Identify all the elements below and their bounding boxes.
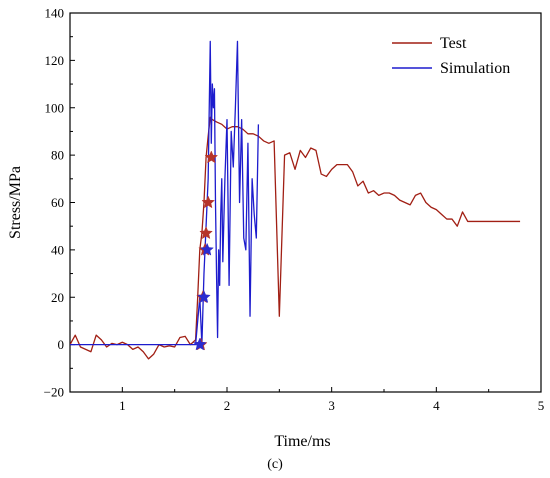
- star-marker-simulation: [192, 337, 207, 351]
- figure-caption: (c): [267, 457, 283, 472]
- y-axis-title: Stress/MPa: [7, 166, 24, 239]
- legend-label-test: Test: [440, 35, 467, 52]
- y-tick-label: 20: [51, 290, 64, 305]
- x-tick-label: 5: [538, 398, 545, 413]
- y-tick-label: 100: [45, 100, 65, 115]
- star-marker-simulation: [197, 290, 211, 304]
- star-marker-test: [199, 226, 213, 240]
- x-axis-title: Time/ms: [274, 433, 330, 450]
- axes: 1 2 3 4 5 −20 0 20 40 60 80 100 120 140: [44, 6, 545, 414]
- y-tick-label: −20: [44, 385, 64, 400]
- star-marker-test: [204, 150, 219, 164]
- x-tick-label: 2: [224, 398, 231, 413]
- series-layer: [70, 40, 521, 360]
- series-line-test: [70, 116, 521, 360]
- y-tick-label: 140: [45, 6, 65, 21]
- series-line-simulation: [70, 40, 260, 346]
- y-tick-label: 120: [45, 53, 65, 68]
- y-tick-label: 40: [51, 242, 64, 257]
- star-marker-simulation: [200, 242, 214, 256]
- x-tick-label: 4: [433, 398, 440, 413]
- x-tick-label: 1: [119, 398, 126, 413]
- x-tick-label: 3: [328, 398, 335, 413]
- y-tick-label: 80: [51, 148, 64, 163]
- legend-label-simulation: Simulation: [440, 60, 510, 77]
- y-tick-label: 60: [51, 195, 64, 210]
- star-marker-test: [201, 195, 215, 209]
- legend: Test Simulation: [392, 35, 510, 77]
- y-tick-label: 0: [58, 337, 65, 352]
